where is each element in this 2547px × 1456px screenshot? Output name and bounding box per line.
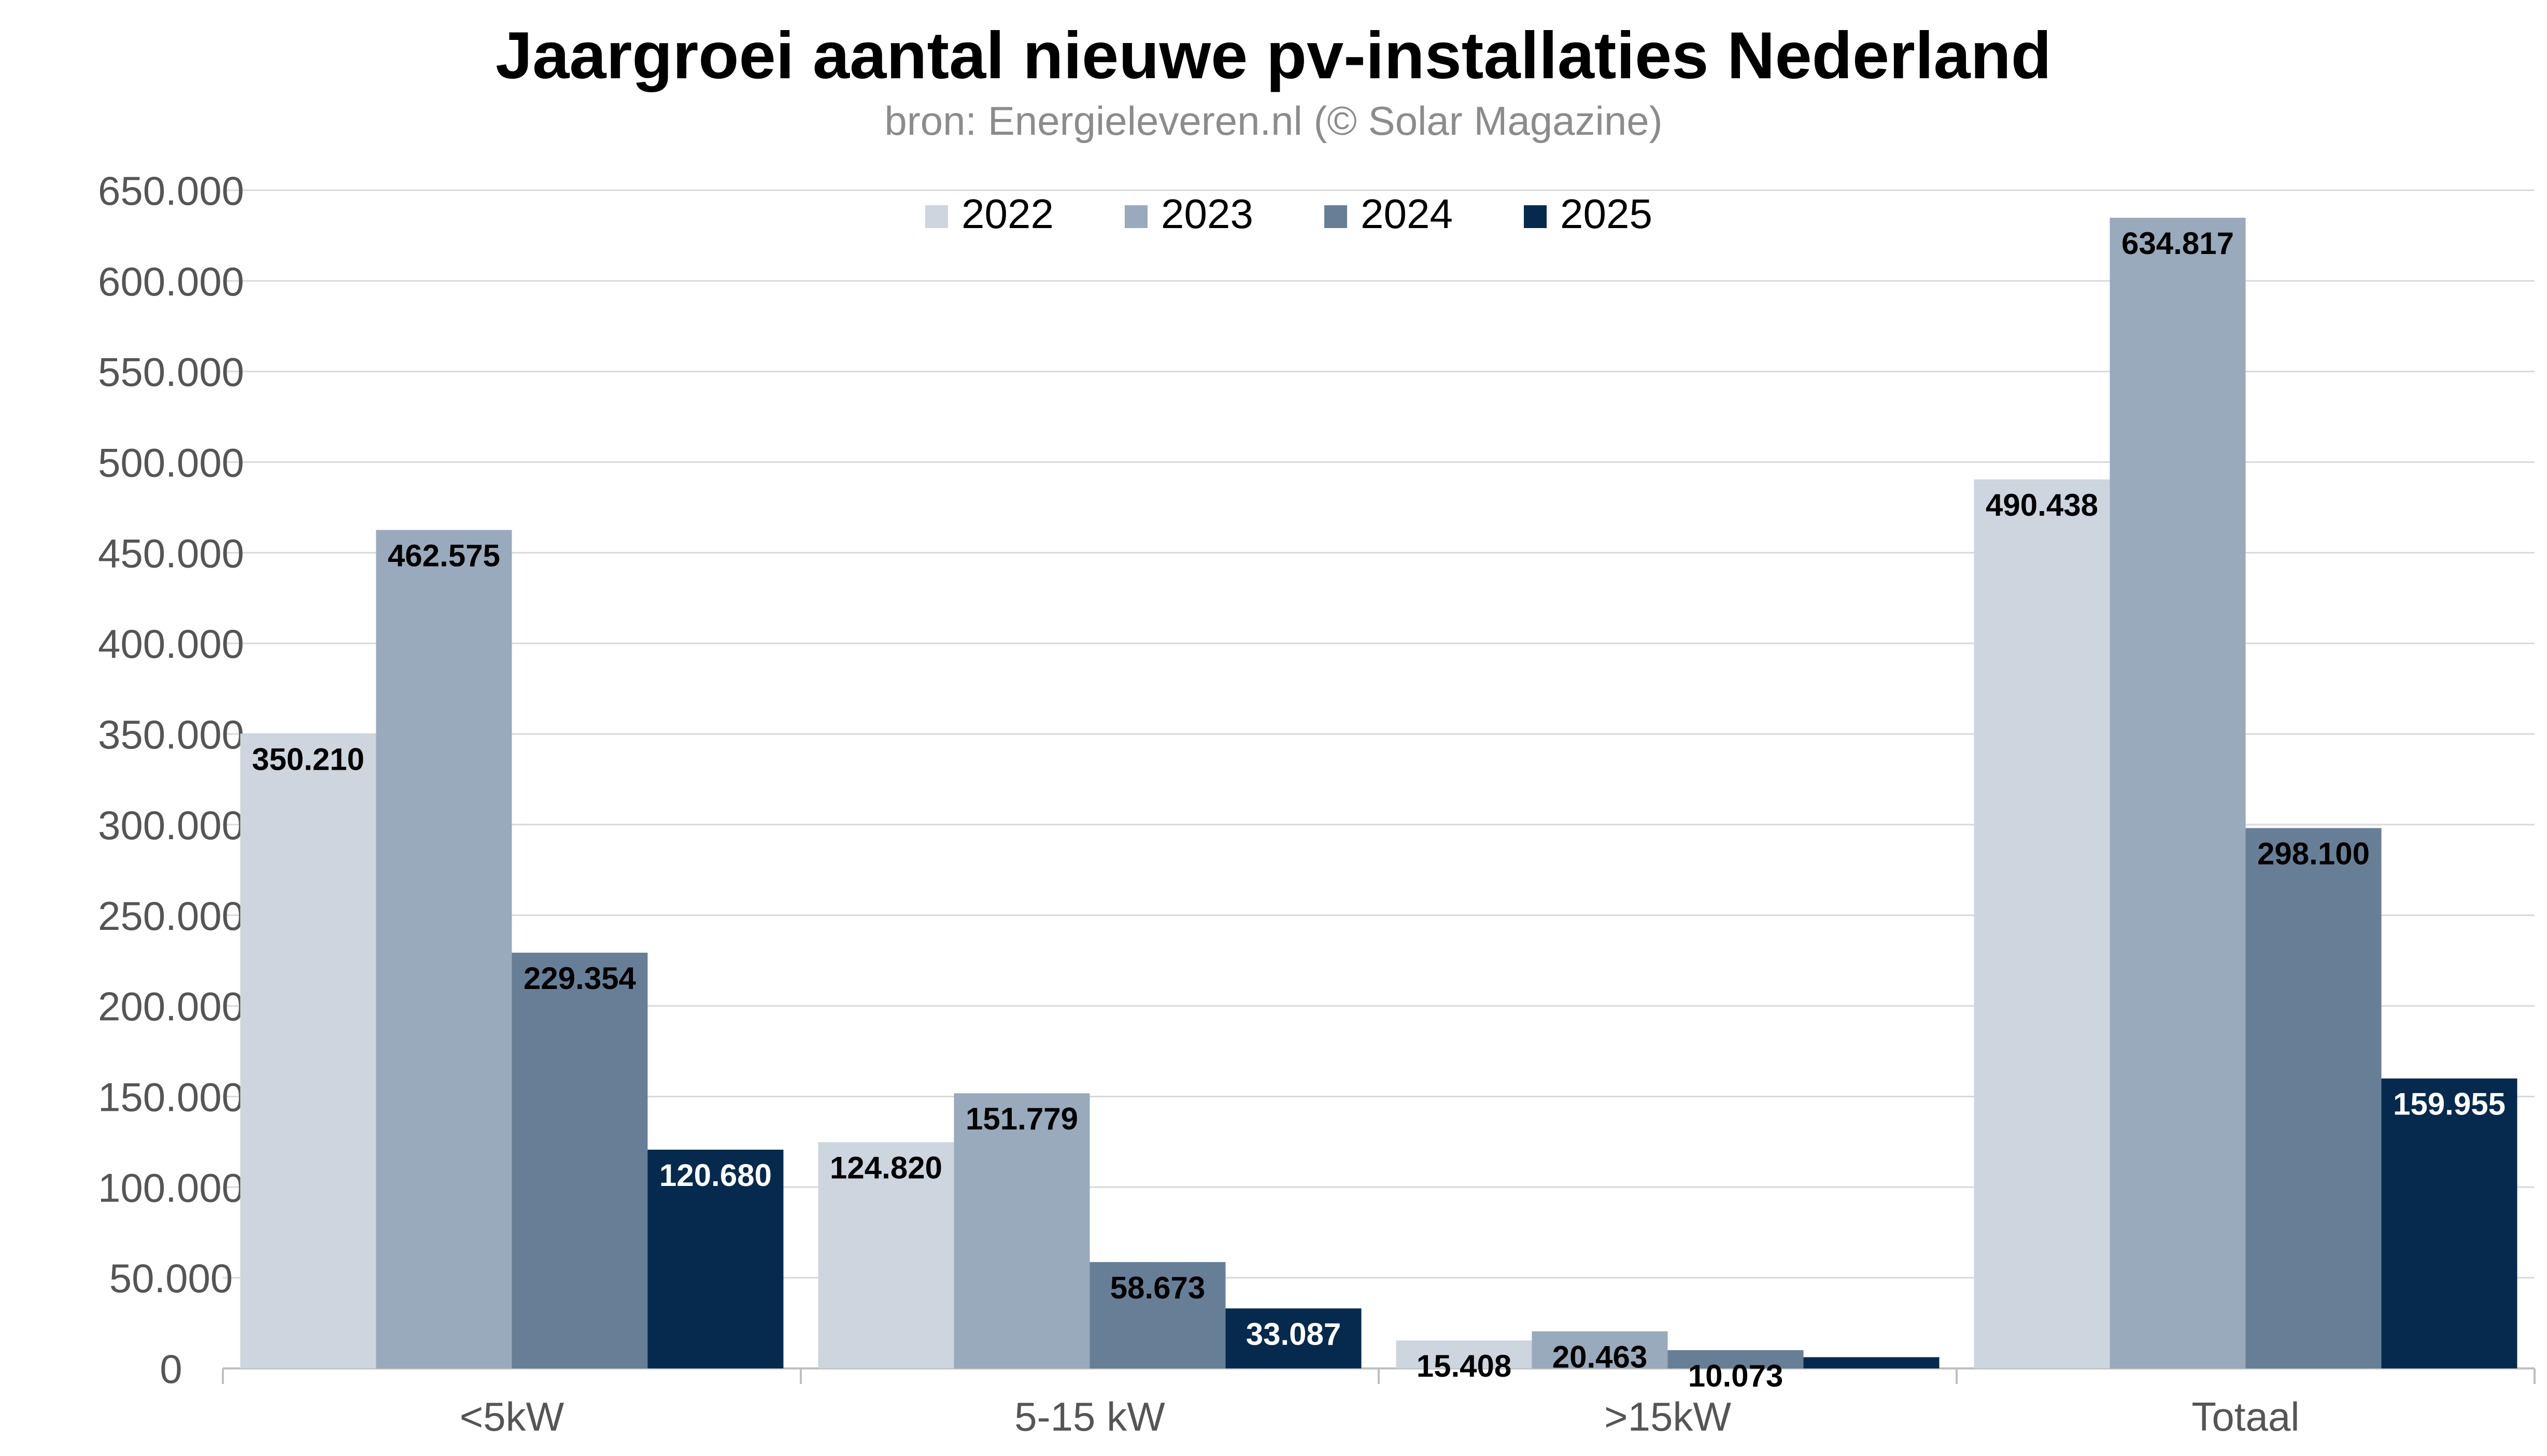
legend-swatch bbox=[925, 205, 948, 228]
y-tick-label: 550.000 bbox=[98, 349, 244, 395]
x-category-label: >15kW bbox=[1604, 1394, 1731, 1439]
legend-label: 2023 bbox=[1161, 191, 1253, 237]
data-label: 124.820 bbox=[830, 1151, 942, 1185]
bar-2022 bbox=[818, 1142, 954, 1368]
bar-2023 bbox=[1532, 1331, 1668, 1368]
y-tick-label: 250.000 bbox=[98, 893, 244, 939]
y-tick-label: 350.000 bbox=[98, 712, 244, 757]
y-tick-label: 200.000 bbox=[98, 984, 244, 1029]
x-category-label: Totaal bbox=[2191, 1394, 2299, 1439]
legend: 2022 2023 2024 2025 bbox=[925, 191, 1652, 237]
data-label: 15.408 bbox=[1417, 1349, 1512, 1383]
bar-2025 bbox=[647, 1149, 784, 1368]
legend-label: 2022 bbox=[961, 191, 1054, 237]
bar-2024 bbox=[2245, 828, 2382, 1368]
bar-2023 bbox=[376, 530, 512, 1368]
chart-title: Jaargroei aantal nieuwe pv-installaties … bbox=[496, 19, 2051, 93]
bar-2024 bbox=[1667, 1350, 1804, 1368]
y-tick-label: 50.000 bbox=[109, 1255, 233, 1301]
bar-2024 bbox=[1089, 1262, 1226, 1368]
y-tick-label: 150.000 bbox=[98, 1074, 244, 1120]
bar-2022 bbox=[240, 733, 376, 1368]
axes: 0 50.000 100.000 150.000 200.000 250.000 300.0… bbox=[98, 168, 2536, 1439]
y-tick-label: 600.000 bbox=[98, 259, 244, 304]
data-label: 120.680 bbox=[659, 1158, 772, 1193]
bars bbox=[240, 218, 2517, 1369]
x-category-label: <5kW bbox=[460, 1394, 564, 1439]
data-label: 6.188 bbox=[1832, 1365, 1910, 1400]
data-label: 462.575 bbox=[388, 538, 500, 573]
data-label: 10.073 bbox=[1688, 1359, 1784, 1393]
data-label: 58.673 bbox=[1110, 1270, 1206, 1305]
y-tick-label: 650.000 bbox=[98, 168, 244, 214]
chart-subtitle: bron: Energieleveren.nl (© Solar Magazin… bbox=[884, 98, 1663, 144]
bar-2025 bbox=[2381, 1078, 2517, 1368]
y-tick-label: 400.000 bbox=[98, 621, 244, 667]
data-label: 33.087 bbox=[1246, 1317, 1341, 1351]
y-tick-label: 0 bbox=[160, 1346, 182, 1392]
legend-swatch bbox=[1524, 205, 1547, 228]
bar-2025 bbox=[1225, 1308, 1362, 1368]
x-category-label: 5-15 kW bbox=[1014, 1394, 1165, 1439]
data-label: 151.779 bbox=[966, 1101, 1078, 1136]
bar-2024 bbox=[512, 952, 648, 1368]
data-label: 490.438 bbox=[1986, 488, 2098, 522]
data-label: 298.100 bbox=[2257, 837, 2370, 871]
bar-2025 bbox=[1803, 1357, 1940, 1368]
y-tick-label: 500.000 bbox=[98, 440, 244, 486]
bar-2022 bbox=[1396, 1340, 1532, 1368]
bar-2022 bbox=[1974, 479, 2110, 1368]
data-label: 350.210 bbox=[252, 742, 364, 776]
data-label: 634.817 bbox=[2121, 226, 2234, 261]
legend-swatch bbox=[1125, 205, 1148, 228]
y-tick-label: 100.000 bbox=[98, 1165, 244, 1210]
data-label: 159.955 bbox=[2393, 1087, 2506, 1122]
bar-2023 bbox=[954, 1093, 1090, 1368]
data-label: 20.463 bbox=[1552, 1339, 1648, 1374]
legend-label: 2024 bbox=[1361, 191, 1453, 237]
bar-2023 bbox=[2110, 218, 2246, 1369]
y-tick-label: 300.000 bbox=[98, 802, 244, 848]
data-labels: 350.210 462.575 229.354 120.680 124.820 151.7… bbox=[252, 226, 2506, 1400]
legend-swatch bbox=[1324, 205, 1347, 228]
y-tick-label: 450.000 bbox=[98, 530, 244, 576]
legend-label: 2025 bbox=[1560, 191, 1652, 237]
data-label: 229.354 bbox=[523, 961, 636, 996]
